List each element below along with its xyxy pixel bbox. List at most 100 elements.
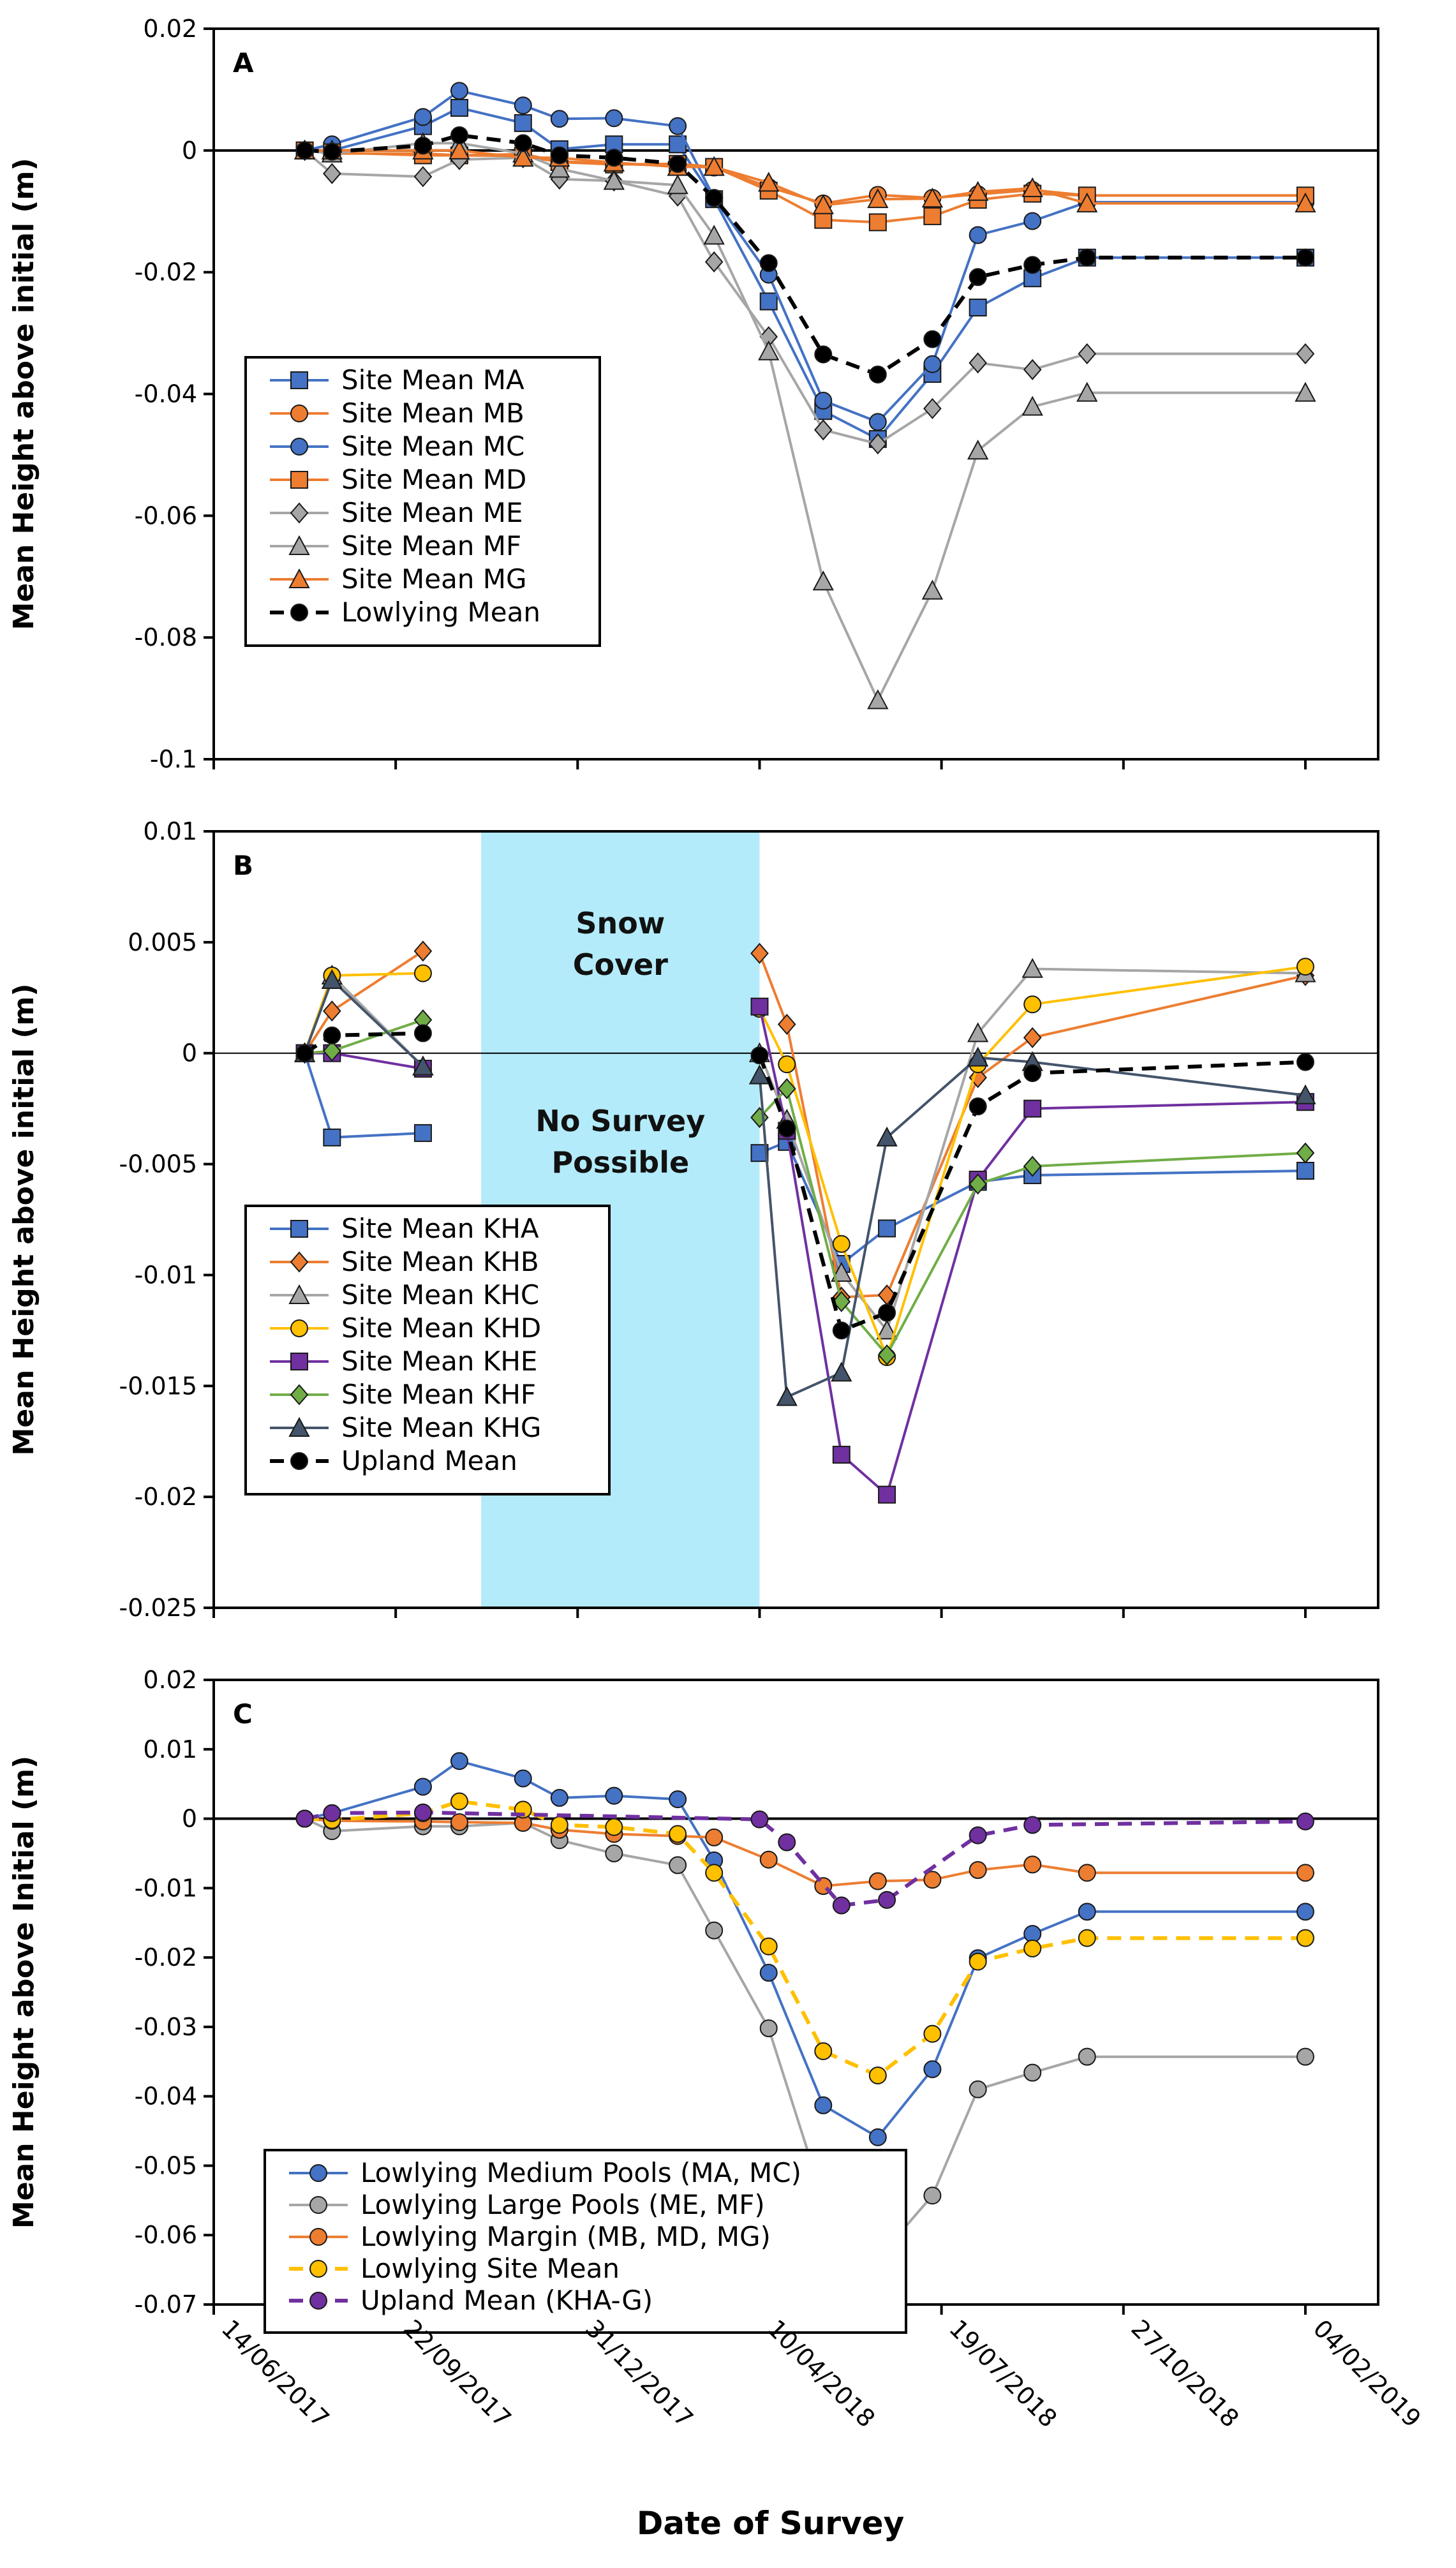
data-point bbox=[705, 189, 724, 207]
y-tick-label: -0.06 bbox=[135, 501, 197, 530]
data-point bbox=[759, 2019, 778, 2038]
data-point bbox=[969, 226, 987, 244]
data-point bbox=[1296, 1903, 1314, 1921]
data-point bbox=[967, 440, 989, 460]
data-point bbox=[514, 96, 532, 115]
series-site-mean-khf bbox=[295, 1009, 1315, 1366]
data-point bbox=[1021, 177, 1043, 197]
series-line bbox=[304, 133, 1305, 377]
data-point bbox=[923, 2024, 942, 2043]
shaded-region-label-2: No Survey bbox=[535, 1104, 705, 1138]
y-tick-label: 0.02 bbox=[143, 1666, 197, 1694]
data-point bbox=[605, 1818, 623, 1836]
data-point bbox=[923, 2060, 942, 2079]
data-point bbox=[413, 940, 433, 962]
data-point bbox=[669, 1790, 687, 1809]
data-point bbox=[868, 213, 887, 232]
y-tick-label: -0.005 bbox=[119, 1150, 198, 1178]
x-tick-label: 04/02/2019 bbox=[1308, 2314, 1427, 2433]
legend-entry-lowlying-mean: Lowlying Mean bbox=[341, 597, 540, 628]
data-point bbox=[413, 137, 432, 155]
data-point bbox=[549, 158, 570, 178]
y-tick-label: -0.04 bbox=[135, 380, 197, 408]
data-point bbox=[1078, 1929, 1096, 1947]
data-point bbox=[814, 345, 833, 364]
data-point bbox=[550, 146, 568, 165]
legend-swatch-marker bbox=[309, 2196, 327, 2214]
y-tick-label: -0.02 bbox=[135, 1943, 197, 1971]
data-point bbox=[923, 330, 942, 348]
y-tick-label: 0 bbox=[182, 1039, 197, 1067]
data-point bbox=[1023, 1099, 1042, 1118]
data-point bbox=[923, 1871, 942, 1889]
data-point bbox=[969, 1861, 987, 1880]
data-point bbox=[832, 1321, 851, 1340]
data-point bbox=[831, 1261, 852, 1282]
data-point bbox=[1296, 248, 1314, 267]
data-point bbox=[449, 139, 470, 160]
data-point bbox=[868, 365, 887, 383]
data-point bbox=[1023, 1855, 1042, 1874]
data-point bbox=[831, 1362, 852, 1382]
data-point bbox=[969, 299, 987, 317]
data-point bbox=[605, 1786, 623, 1805]
y-tick-label: -0.1 bbox=[150, 745, 197, 773]
data-point bbox=[1076, 192, 1098, 212]
data-point bbox=[921, 579, 944, 600]
y-tick-label: -0.05 bbox=[135, 2151, 197, 2179]
panel-b-letter: B bbox=[233, 850, 253, 881]
data-point bbox=[1023, 995, 1042, 1014]
data-point bbox=[878, 1485, 896, 1504]
y-tick-label: -0.02 bbox=[135, 1483, 197, 1511]
legend-swatch-marker bbox=[290, 404, 308, 422]
data-point bbox=[923, 397, 942, 419]
data-point bbox=[1023, 1939, 1042, 1957]
data-point bbox=[413, 1024, 432, 1043]
data-point bbox=[759, 1937, 778, 1956]
data-point bbox=[514, 1769, 532, 1788]
data-point bbox=[867, 188, 889, 209]
y-tick-label: 0 bbox=[182, 137, 197, 165]
data-point bbox=[1023, 1027, 1042, 1048]
panel-b-frame bbox=[212, 830, 1379, 1609]
y-tick-label: -0.03 bbox=[135, 2013, 197, 2041]
x-tick-label: 27/10/2018 bbox=[1125, 2314, 1244, 2433]
data-point bbox=[876, 1319, 898, 1340]
data-point bbox=[967, 181, 989, 201]
data-point bbox=[669, 1825, 687, 1843]
series-line bbox=[304, 1810, 1305, 1908]
data-point bbox=[923, 355, 942, 373]
panel-a: 0.02 0 -0.02 -0.04 -0.06 -0.08 -0.1 Mean Height… bbox=[8, 15, 1379, 773]
data-point bbox=[759, 1850, 778, 1869]
series-lowlying-mean bbox=[295, 126, 1314, 383]
shaded-region-label-3: Possible bbox=[551, 1145, 689, 1180]
data-point bbox=[550, 110, 568, 128]
legend-swatch-marker bbox=[290, 371, 308, 389]
data-point bbox=[750, 1810, 769, 1829]
data-point bbox=[969, 1067, 987, 1088]
data-point bbox=[323, 1026, 341, 1044]
legend-entry-site-mean-khf: Site Mean KHF bbox=[341, 1379, 536, 1410]
data-point bbox=[1023, 256, 1042, 274]
data-point bbox=[877, 1344, 896, 1366]
data-point bbox=[814, 391, 833, 410]
panel-a-letter: A bbox=[233, 47, 254, 78]
data-point bbox=[603, 170, 625, 190]
x-axis-label: Date of Survey bbox=[637, 2505, 904, 2542]
data-point bbox=[323, 1128, 341, 1147]
y-tick-label: -0.01 bbox=[135, 1261, 197, 1289]
legend-entry-site-mean-khd: Site Mean KHD bbox=[341, 1312, 541, 1344]
data-point bbox=[669, 154, 687, 173]
data-point bbox=[759, 292, 778, 311]
data-point bbox=[1296, 1812, 1314, 1830]
data-point bbox=[450, 1752, 468, 1770]
data-point bbox=[321, 969, 343, 989]
data-point bbox=[868, 433, 888, 455]
panel-c-legend: Lowlying Medium Pools (MA, MC)Lowlying L… bbox=[264, 2149, 907, 2334]
data-point bbox=[923, 207, 942, 225]
legend-entry-site-mean-mc: Site Mean MC bbox=[341, 431, 524, 462]
data-point bbox=[1023, 212, 1042, 230]
data-point bbox=[876, 1126, 898, 1147]
